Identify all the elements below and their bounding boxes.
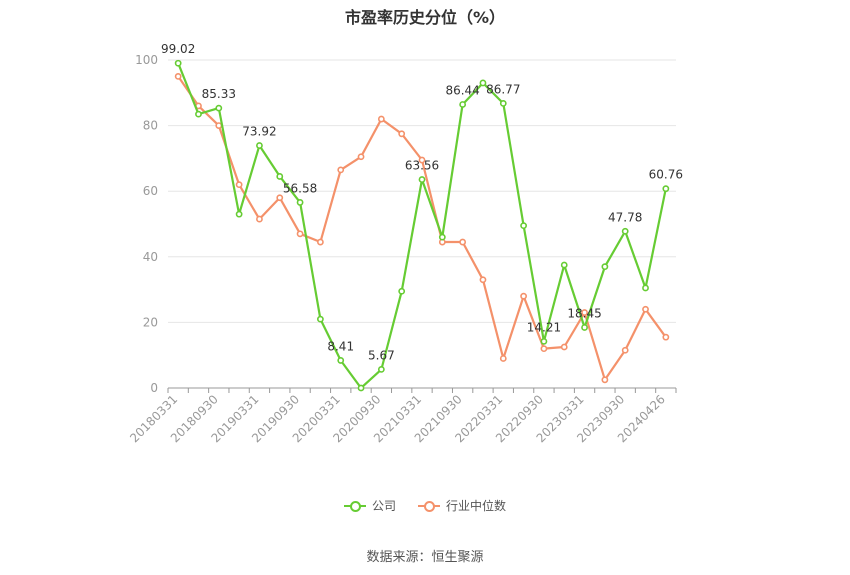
data-point-industry-median bbox=[316, 238, 324, 246]
legend-item-company[interactable]: 公司 bbox=[343, 497, 396, 514]
data-point-industry-median bbox=[662, 333, 670, 341]
data-point-company bbox=[377, 366, 385, 373]
data-point-industry-median bbox=[642, 305, 649, 313]
data-point-industry-median bbox=[377, 115, 385, 123]
data-label: 47.78 bbox=[608, 210, 642, 224]
data-point-company bbox=[357, 384, 365, 392]
y-tick-label: 40 bbox=[143, 250, 158, 264]
data-point-company bbox=[499, 99, 507, 107]
data-point-company bbox=[276, 173, 284, 180]
data-point-industry-median bbox=[235, 181, 243, 189]
data-label: 86.44 bbox=[445, 83, 479, 97]
data-point-industry-median bbox=[276, 194, 284, 202]
data-point-company bbox=[296, 199, 304, 206]
legend-label-company: 公司 bbox=[371, 499, 396, 513]
data-point-company bbox=[581, 324, 588, 331]
data-label: 5.67 bbox=[368, 348, 395, 362]
data-point-company bbox=[235, 210, 243, 218]
legend-swatch-company bbox=[343, 500, 366, 512]
data-point-company bbox=[540, 337, 548, 345]
y-tick-label: 80 bbox=[143, 119, 158, 133]
data-label: 8.41 bbox=[327, 339, 354, 353]
data-point-company bbox=[316, 315, 324, 323]
data-point-industry-median bbox=[621, 346, 629, 354]
data-point-industry-median bbox=[174, 73, 182, 80]
data-point-industry-median bbox=[581, 309, 588, 316]
data-point-company bbox=[459, 101, 467, 108]
data-point-company bbox=[560, 261, 568, 269]
data-point-company bbox=[642, 284, 649, 292]
data-point-company bbox=[195, 110, 202, 118]
y-tick-label: 20 bbox=[143, 315, 158, 329]
data-point-industry-median bbox=[398, 130, 406, 138]
series-line-industry-median bbox=[177, 75, 667, 381]
data-point-company bbox=[601, 263, 609, 271]
data-point-industry-median bbox=[560, 343, 568, 351]
data-point-company bbox=[418, 176, 426, 183]
data-point-industry-median bbox=[418, 156, 426, 164]
data-source-note: 数据来源：恒生聚源 bbox=[366, 550, 484, 565]
data-label: 60.76 bbox=[649, 168, 683, 182]
data-label: 63.56 bbox=[405, 159, 439, 173]
legend-swatch-industry-median bbox=[418, 500, 440, 512]
data-point-industry-median bbox=[357, 153, 365, 161]
data-label: 14.21 bbox=[527, 320, 561, 334]
data-point-industry-median bbox=[337, 166, 345, 174]
data-point-industry-median bbox=[601, 376, 609, 384]
data-label: 99.02 bbox=[161, 42, 195, 56]
data-point-industry-median bbox=[479, 276, 487, 284]
chart-legend: 公司 行业中位数 bbox=[0, 497, 850, 514]
legend-item-industry-median[interactable]: 行业中位数 bbox=[418, 497, 506, 514]
chart-title: 市盈率历史分位（%） bbox=[344, 8, 506, 27]
data-point-company bbox=[256, 142, 263, 149]
data-point-industry-median bbox=[499, 355, 507, 362]
data-point-company bbox=[662, 185, 670, 193]
legend-label-industry-median: 行业中位数 bbox=[446, 499, 507, 513]
data-point-company bbox=[479, 79, 487, 87]
data-point-company bbox=[398, 287, 406, 295]
data-label: 85.33 bbox=[202, 87, 236, 101]
data-label: 86.77 bbox=[486, 82, 520, 96]
y-tick-label: 100 bbox=[135, 53, 158, 67]
data-point-industry-median bbox=[540, 345, 548, 353]
data-point-company bbox=[215, 104, 223, 112]
y-tick-label: 0 bbox=[150, 381, 158, 395]
data-point-industry-median bbox=[459, 238, 467, 246]
data-point-industry-median bbox=[256, 215, 263, 223]
data-point-industry-median bbox=[520, 292, 527, 300]
data-label: 56.58 bbox=[283, 181, 317, 195]
data-point-company bbox=[174, 59, 182, 67]
data-point-company bbox=[438, 233, 446, 241]
data-point-company bbox=[621, 227, 629, 235]
data-point-industry-median bbox=[215, 122, 223, 129]
data-label: 18.45 bbox=[567, 306, 601, 320]
y-tick-label: 60 bbox=[143, 184, 158, 198]
data-point-industry-median bbox=[296, 230, 304, 238]
data-point-company bbox=[520, 222, 527, 230]
data-label: 73.92 bbox=[242, 125, 276, 139]
data-point-company bbox=[337, 357, 345, 364]
